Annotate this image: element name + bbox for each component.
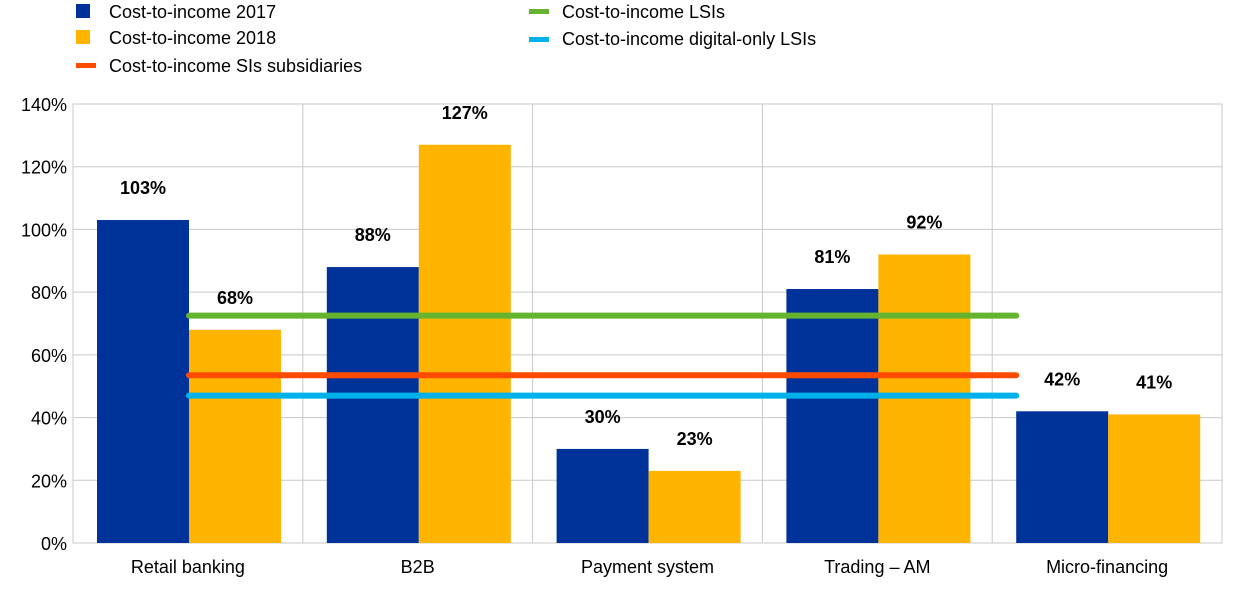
- legend-marker: [76, 63, 96, 68]
- bar: [1016, 411, 1109, 543]
- legend-marker: [76, 30, 90, 44]
- y-tick-label: 0%: [41, 534, 67, 554]
- y-tick-label: 80%: [31, 283, 67, 303]
- legend-marker: [529, 9, 549, 14]
- y-tick-label: 40%: [31, 409, 67, 429]
- data-label: 30%: [585, 407, 621, 427]
- bar: [1108, 414, 1201, 543]
- data-label: 81%: [814, 247, 850, 267]
- bar: [189, 329, 281, 543]
- legend-label: Cost-to-income 2018: [109, 28, 276, 48]
- x-tick-label: Payment system: [581, 557, 714, 577]
- data-label: 92%: [906, 213, 942, 233]
- y-tick-label: 60%: [31, 346, 67, 366]
- y-tick-label: 120%: [21, 158, 67, 178]
- legend-marker: [529, 37, 549, 42]
- legend-label: Cost-to-income LSIs: [562, 2, 725, 22]
- data-label: 42%: [1044, 369, 1080, 389]
- bar: [97, 220, 189, 543]
- x-tick-label: Retail banking: [131, 557, 245, 577]
- bar: [556, 448, 649, 543]
- legend-marker: [76, 4, 90, 18]
- y-tick-label: 100%: [21, 220, 67, 240]
- data-label: 23%: [677, 429, 713, 449]
- legend-label: Cost-to-income digital-only LSIs: [562, 29, 816, 49]
- bar: [648, 470, 741, 543]
- bar: [326, 267, 419, 543]
- data-label: 127%: [442, 103, 488, 123]
- y-tick-label: 140%: [21, 95, 67, 115]
- data-label: 41%: [1136, 372, 1172, 392]
- bar: [786, 289, 879, 543]
- x-tick-label: B2B: [401, 557, 435, 577]
- legend-label: Cost-to-income 2017: [109, 2, 276, 22]
- bar: [878, 254, 971, 543]
- x-tick-label: Micro-financing: [1046, 557, 1168, 577]
- x-tick-label: Trading – AM: [824, 557, 930, 577]
- y-tick-label: 20%: [31, 471, 67, 491]
- data-label: 88%: [355, 225, 391, 245]
- data-label: 103%: [120, 178, 166, 198]
- bar: [418, 144, 511, 543]
- legend-label: Cost-to-income SIs subsidiaries: [109, 56, 362, 76]
- data-label: 68%: [217, 288, 253, 308]
